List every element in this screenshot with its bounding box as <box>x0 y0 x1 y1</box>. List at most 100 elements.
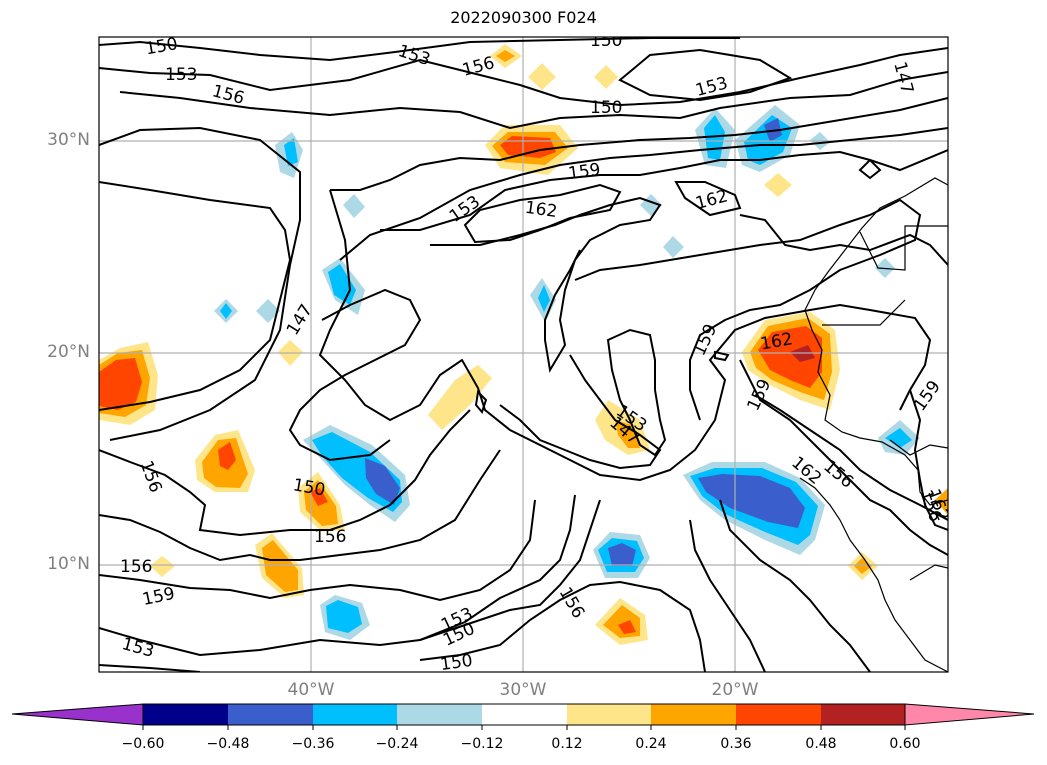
contour-line <box>330 97 948 191</box>
negative-anomaly-patch <box>663 236 684 258</box>
latitude-label-20n: 20°N <box>47 342 90 362</box>
latitude-label-10n: 10°N <box>47 554 90 574</box>
map-frame <box>98 36 949 673</box>
negative-anomaly-patch <box>608 543 636 566</box>
contour-line <box>689 519 766 672</box>
contour-line <box>99 47 948 107</box>
negative-anomaly-patch <box>885 428 912 448</box>
longitude-label-20w: 20°W <box>711 680 759 700</box>
contour-line <box>714 350 730 362</box>
contour-line <box>674 181 742 217</box>
colorbar-tick-label: −0.48 <box>206 736 250 752</box>
colorbar-tick-label: 0.24 <box>635 736 667 752</box>
map-area: 150 153 156 153 156 150 153 147 150 159 … <box>99 31 948 675</box>
contour-line <box>99 181 292 411</box>
colorbar-segment <box>313 704 397 725</box>
negative-anomaly-patch <box>328 264 356 305</box>
positive-anomaly-patch <box>496 50 515 62</box>
colorbar-segment <box>397 704 482 725</box>
contour-label: 150 <box>590 98 622 118</box>
contour-line <box>754 394 948 521</box>
negative-anomaly-patch <box>343 194 365 218</box>
negative-anomaly-patch <box>284 138 298 166</box>
contour-line <box>99 499 536 602</box>
positive-anomaly-patch <box>618 620 636 634</box>
positive-anomaly-patch <box>500 136 556 158</box>
colorbar-tick-label: 0.48 <box>805 736 837 752</box>
figure-title: 2022090300 F024 <box>450 8 597 27</box>
inland-border <box>822 299 906 326</box>
colorbar-segment <box>736 704 821 725</box>
colorbar-segment <box>821 704 905 725</box>
colorbar-segment <box>228 704 313 725</box>
negative-anomaly-patch <box>365 458 400 505</box>
contour-label: 150 <box>590 31 622 51</box>
negative-anomaly-patch <box>538 285 550 312</box>
positive-anomaly-patch <box>764 173 792 197</box>
positive-anomaly-patch <box>99 358 142 410</box>
contour-line <box>318 189 932 482</box>
contour-line <box>719 499 871 672</box>
contour-label: 156 <box>314 527 346 547</box>
contour-line <box>419 580 706 672</box>
contour-label: 150 <box>439 651 474 675</box>
contour-line <box>909 389 948 531</box>
contour-line <box>419 499 601 641</box>
contour-line <box>574 198 922 421</box>
contour-line <box>499 354 662 470</box>
colorbar-tick-label: −0.60 <box>121 736 165 752</box>
colorbar-tick-label: 0.36 <box>720 736 752 752</box>
contour-line <box>99 37 740 62</box>
contour-line <box>618 48 793 102</box>
colorbar-tick-label: −0.36 <box>291 736 335 752</box>
contour-line <box>739 359 948 556</box>
colorbar-segment <box>651 704 736 725</box>
coastline <box>799 177 948 672</box>
negative-anomaly-patch <box>220 303 232 319</box>
contour-label: 153 <box>165 65 197 85</box>
longitude-label-30w: 30°W <box>499 680 547 700</box>
positive-anomaly-patch <box>615 420 640 448</box>
contour-line <box>474 389 488 414</box>
contour-line <box>858 158 882 180</box>
colorbar-tick-label: −0.24 <box>375 736 419 752</box>
contour-line <box>288 288 422 462</box>
positive-anomaly-patch <box>262 540 298 592</box>
contour-line <box>339 127 948 261</box>
africa-coastline <box>804 177 948 506</box>
latitude-label-30n: 30°N <box>47 130 90 150</box>
inland-border <box>889 439 948 456</box>
inland-border <box>909 564 948 581</box>
colorbar-under-triangle <box>11 703 144 726</box>
contour-line <box>119 71 948 130</box>
contour-label: 150 <box>144 34 179 59</box>
colorbar-segment <box>482 704 567 725</box>
colorbar-segment <box>143 704 228 725</box>
contour-line <box>99 409 471 537</box>
colorbar-frame <box>142 703 906 726</box>
west-africa-coastline <box>799 477 948 672</box>
contour-line <box>380 149 948 231</box>
colorbar-tick-label: 0.12 <box>551 736 583 752</box>
contour-line <box>739 214 948 266</box>
height-contours <box>99 37 948 672</box>
grid <box>99 37 948 672</box>
positive-anomaly-patch <box>758 326 822 388</box>
contour-line <box>99 126 301 441</box>
contour-label: 156 <box>120 557 152 577</box>
longitude-label-40w: 40°W <box>287 680 335 700</box>
anomaly-fills <box>99 44 948 645</box>
contour-line <box>99 449 501 562</box>
positive-anomaly-patch <box>594 65 618 89</box>
contour-line <box>606 328 667 457</box>
positive-anomaly-patch <box>150 556 175 577</box>
contour-line <box>463 183 622 244</box>
colorbar-segment <box>567 704 651 725</box>
positive-anomaly-patch <box>854 558 872 574</box>
negative-anomaly-patch <box>326 600 362 633</box>
contour-label: 159 <box>567 160 602 184</box>
colorbar-over-triangle <box>904 703 1035 726</box>
colorbar-tick-label: 0.60 <box>889 736 921 752</box>
